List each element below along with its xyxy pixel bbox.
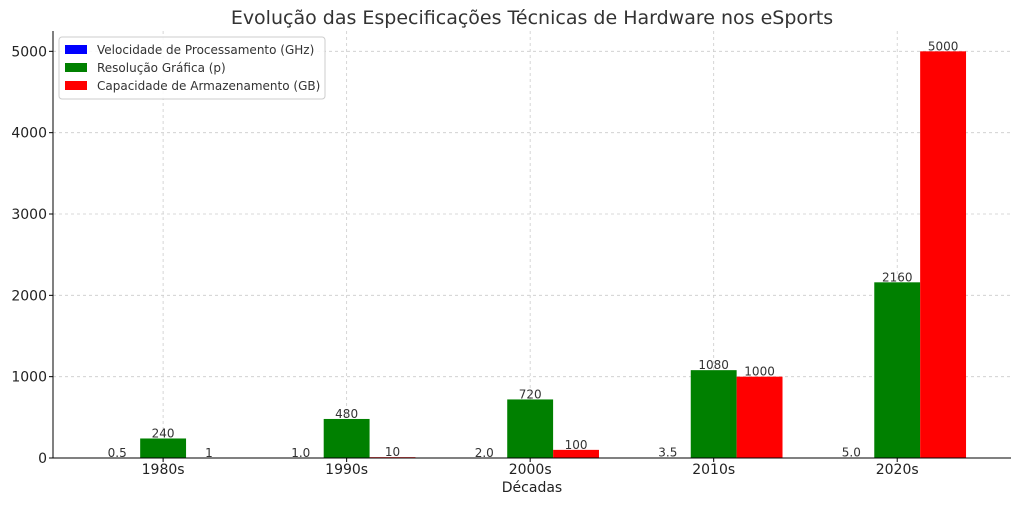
legend-swatch: [65, 63, 87, 72]
bar-value-label: 1: [205, 446, 213, 460]
bar: [507, 399, 554, 458]
bar: [140, 438, 187, 458]
bar-value-label: 480: [335, 407, 358, 421]
bar-value-label: 2160: [882, 270, 913, 284]
x-axis-label: Décadas: [502, 480, 562, 496]
bar-value-label: 1.0: [291, 446, 310, 460]
bar-value-label: 3.5: [658, 446, 677, 460]
legend-swatch: [65, 81, 87, 90]
legend-box: [58, 36, 326, 100]
chart-title: Evolução das Especificações Técnicas de …: [231, 7, 833, 29]
x-tick-label: 2000s: [509, 462, 552, 478]
bar: [690, 370, 737, 458]
legend-entry-label: Capacidade de Armazenamento (GB): [97, 79, 320, 93]
y-tick-label: 1000: [11, 370, 47, 386]
x-tick-label: 1980s: [142, 462, 185, 478]
legend-entry-label: Velocidade de Processamento (GHz): [97, 43, 314, 57]
legend-entry-label: Resolução Gráfica (p): [97, 61, 226, 75]
axes: 1980s 1990s 2000s 2010s 2020s 0 1000 2000 3000 4…: [11, 31, 1011, 478]
bar-value-label: 240: [152, 426, 175, 440]
x-tick-label: 1990s: [325, 462, 368, 478]
y-tick-label: 3000: [11, 207, 47, 223]
bar-value-label: 1080: [698, 358, 729, 372]
legend-swatch: [65, 45, 87, 54]
x-tick-label: 2010s: [692, 462, 735, 478]
bar: [323, 418, 370, 458]
bar-value-label: 2.0: [475, 446, 494, 460]
y-tick-label: 2000: [11, 288, 47, 304]
x-tick-label: 2020s: [876, 462, 919, 478]
bar: [920, 51, 967, 458]
y-tick-label: 0: [38, 451, 47, 467]
bar: [553, 449, 599, 458]
bar-value-label: 0.5: [108, 446, 127, 460]
bars: [94, 51, 967, 458]
bar-value-label: 10: [385, 445, 400, 459]
bar-value-label: 720: [519, 387, 542, 401]
legend: Velocidade de Processamento (GHz) Resoluç…: [58, 36, 326, 100]
data-labels: 0.5 1.0 2.0 3.5 5.0 240 480 720 1080 2160 1 10 100 10…: [108, 39, 959, 460]
y-tick-label: 4000: [11, 126, 47, 142]
bar: [736, 376, 783, 458]
x-ticks: 1980s 1990s 2000s 2010s 2020s: [142, 458, 919, 478]
bar-value-label: 5.0: [842, 446, 861, 460]
bar: [874, 282, 921, 458]
y-ticks: 0 1000 2000 3000 4000 5000: [11, 44, 53, 467]
y-tick-label: 5000: [11, 44, 47, 60]
bar-value-label: 100: [565, 438, 588, 452]
bar-value-label: 5000: [928, 39, 959, 53]
bar-value-label: 1000: [744, 365, 775, 379]
